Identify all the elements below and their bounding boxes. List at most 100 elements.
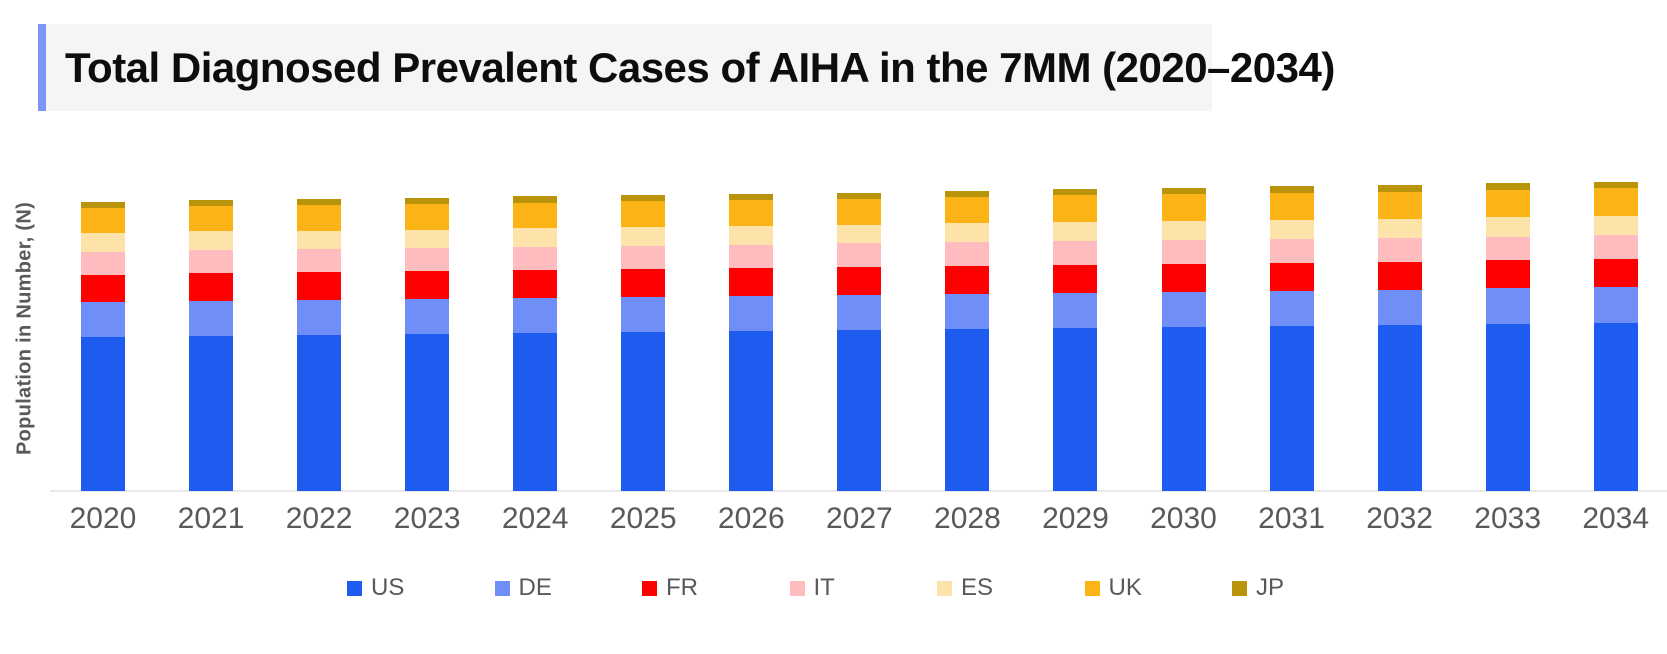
bar-segment-es-2022[interactable]	[297, 230, 342, 249]
bar-segment-de-2022[interactable]	[297, 300, 342, 335]
bar-2027[interactable]	[837, 192, 882, 491]
bar-segment-es-2026[interactable]	[729, 226, 774, 245]
bar-segment-es-2030[interactable]	[1161, 220, 1206, 240]
bar-segment-jp-2026[interactable]	[729, 193, 774, 200]
bar-2024[interactable]	[513, 196, 558, 491]
legend-item-jp[interactable]: JP	[1232, 574, 1284, 602]
bar-segment-jp-2028[interactable]	[945, 190, 990, 197]
legend-item-uk[interactable]: UK	[1084, 574, 1142, 602]
bar-segment-es-2021[interactable]	[189, 231, 234, 250]
bar-2033[interactable]	[1485, 183, 1530, 491]
bar-2029[interactable]	[1053, 188, 1098, 491]
bar-segment-de-2025[interactable]	[621, 297, 666, 332]
bar-segment-de-2031[interactable]	[1269, 290, 1314, 326]
bar-segment-de-2023[interactable]	[405, 299, 450, 334]
legend-item-it[interactable]: IT	[789, 574, 835, 602]
bar-segment-jp-2021[interactable]	[189, 199, 234, 206]
bar-segment-jp-2020[interactable]	[81, 201, 125, 208]
bar-segment-uk-2030[interactable]	[1161, 194, 1206, 221]
bar-segment-fr-2024[interactable]	[513, 270, 558, 298]
bar-2028[interactable]	[945, 190, 990, 491]
bar-segment-fr-2021[interactable]	[189, 273, 234, 301]
bar-segment-uk-2033[interactable]	[1485, 189, 1530, 217]
bar-2026[interactable]	[729, 193, 774, 491]
bar-segment-es-2027[interactable]	[837, 224, 882, 243]
bar-segment-us-2029[interactable]	[1053, 327, 1098, 491]
bar-segment-de-2027[interactable]	[837, 295, 882, 330]
bar-segment-it-2026[interactable]	[729, 244, 774, 268]
bar-2022[interactable]	[297, 198, 342, 491]
bar-segment-jp-2023[interactable]	[405, 197, 450, 204]
bar-segment-fr-2034[interactable]	[1593, 258, 1638, 287]
bar-segment-uk-2027[interactable]	[837, 198, 882, 225]
bar-segment-es-2024[interactable]	[513, 228, 558, 247]
bar-segment-uk-2024[interactable]	[513, 202, 558, 228]
legend-item-es[interactable]: ES	[937, 574, 993, 602]
bar-segment-de-2024[interactable]	[513, 298, 558, 333]
bar-segment-us-2032[interactable]	[1377, 324, 1422, 491]
bar-segment-uk-2034[interactable]	[1593, 188, 1638, 216]
bar-2031[interactable]	[1269, 186, 1314, 491]
bar-segment-it-2020[interactable]	[81, 252, 125, 275]
bar-segment-es-2033[interactable]	[1485, 217, 1530, 237]
bar-2021[interactable]	[189, 199, 234, 491]
bar-segment-fr-2027[interactable]	[837, 267, 882, 295]
bar-segment-jp-2031[interactable]	[1269, 186, 1314, 193]
bar-segment-us-2020[interactable]	[81, 336, 125, 491]
bar-segment-uk-2026[interactable]	[729, 200, 774, 226]
bar-segment-it-2024[interactable]	[513, 246, 558, 270]
bar-segment-es-2034[interactable]	[1593, 215, 1638, 235]
bar-segment-es-2028[interactable]	[945, 223, 990, 242]
bar-segment-es-2025[interactable]	[621, 227, 666, 246]
bar-segment-de-2034[interactable]	[1593, 287, 1638, 323]
bar-segment-us-2034[interactable]	[1593, 322, 1638, 491]
bar-segment-us-2022[interactable]	[297, 334, 342, 491]
bar-2023[interactable]	[405, 197, 450, 491]
bar-segment-de-2033[interactable]	[1485, 288, 1530, 324]
bar-segment-fr-2025[interactable]	[621, 269, 666, 297]
bar-segment-es-2023[interactable]	[405, 229, 450, 248]
bar-segment-de-2026[interactable]	[729, 296, 774, 331]
bar-segment-it-2023[interactable]	[405, 248, 450, 271]
bar-segment-fr-2029[interactable]	[1053, 264, 1098, 293]
bar-segment-us-2027[interactable]	[837, 329, 882, 491]
bar-segment-jp-2022[interactable]	[297, 198, 342, 205]
bar-segment-uk-2028[interactable]	[945, 197, 990, 223]
bar-segment-es-2020[interactable]	[81, 233, 125, 252]
bar-segment-jp-2030[interactable]	[1161, 187, 1206, 194]
bar-segment-us-2030[interactable]	[1161, 326, 1206, 491]
bar-segment-it-2030[interactable]	[1161, 239, 1206, 264]
bar-segment-fr-2022[interactable]	[297, 272, 342, 300]
bar-segment-us-2021[interactable]	[189, 335, 234, 491]
bar-2032[interactable]	[1377, 185, 1422, 491]
bar-segment-us-2023[interactable]	[405, 333, 450, 491]
bar-segment-us-2031[interactable]	[1269, 325, 1314, 491]
bar-segment-es-2029[interactable]	[1053, 221, 1098, 241]
bar-2020[interactable]	[81, 201, 125, 491]
bar-segment-it-2021[interactable]	[189, 250, 234, 273]
bar-segment-de-2029[interactable]	[1053, 292, 1098, 328]
legend-item-us[interactable]: US	[347, 574, 404, 602]
legend-item-fr[interactable]: FR	[642, 574, 698, 602]
bar-segment-jp-2029[interactable]	[1053, 188, 1098, 195]
bar-segment-fr-2031[interactable]	[1269, 262, 1314, 291]
bar-segment-de-2032[interactable]	[1377, 289, 1422, 325]
bar-segment-it-2028[interactable]	[945, 242, 990, 266]
bar-segment-es-2032[interactable]	[1377, 218, 1422, 238]
bar-segment-uk-2031[interactable]	[1269, 192, 1314, 220]
bar-segment-us-2033[interactable]	[1485, 323, 1530, 491]
bar-segment-it-2025[interactable]	[621, 245, 666, 269]
bar-segment-it-2032[interactable]	[1377, 237, 1422, 262]
bar-segment-uk-2032[interactable]	[1377, 191, 1422, 219]
bar-segment-fr-2030[interactable]	[1161, 263, 1206, 292]
bar-2034[interactable]	[1593, 182, 1638, 491]
bar-segment-de-2020[interactable]	[81, 302, 125, 337]
bar-segment-it-2034[interactable]	[1593, 234, 1638, 259]
bar-segment-jp-2025[interactable]	[621, 194, 666, 201]
bar-segment-it-2022[interactable]	[297, 249, 342, 272]
bar-segment-jp-2032[interactable]	[1377, 185, 1422, 192]
bar-segment-us-2026[interactable]	[729, 330, 774, 491]
bar-segment-de-2028[interactable]	[945, 294, 990, 329]
bar-segment-fr-2033[interactable]	[1485, 260, 1530, 288]
bar-segment-it-2031[interactable]	[1269, 238, 1314, 263]
